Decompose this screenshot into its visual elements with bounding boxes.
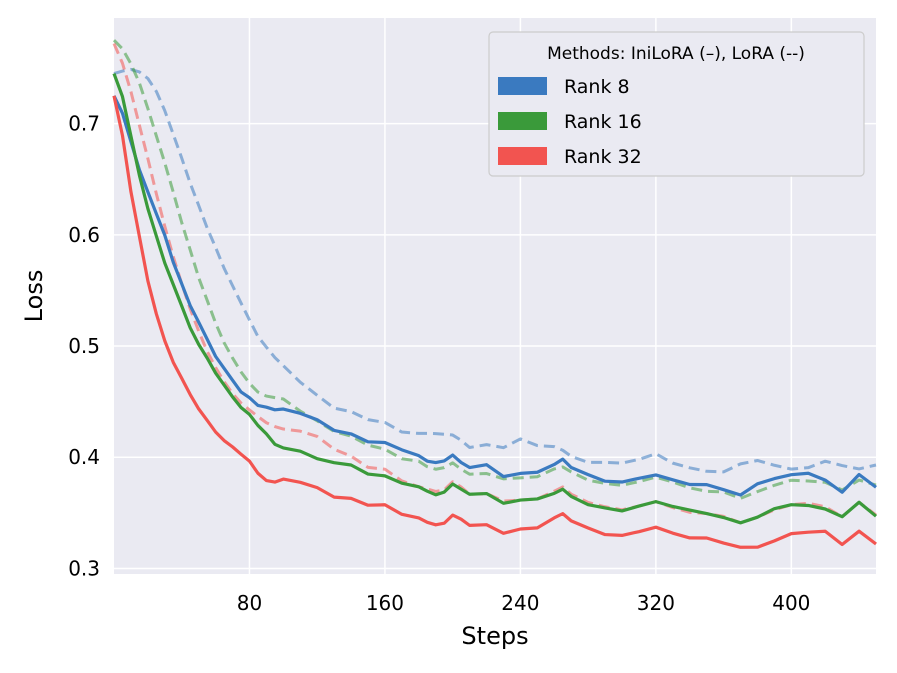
legend-swatch [498, 147, 547, 165]
legend-label: Rank 16 [564, 111, 642, 133]
x-tick-label: 320 [637, 591, 675, 615]
x-tick-label: 80 [237, 591, 262, 615]
legend-entry-rank-16: Rank 16 [498, 111, 642, 133]
series-line-inilora-rank-8 [112, 95, 877, 497]
legend-entry-rank-8: Rank 8 [498, 76, 630, 98]
legend-label: Rank 8 [564, 76, 630, 98]
y-tick-label: 0.4 [68, 445, 100, 469]
legend-title: Methods: IniLoRA (–), LoRA (--) [547, 44, 805, 64]
series-layer [112, 39, 878, 549]
y-ticks: 0.3 0.4 0.5 0.6 0.7 [68, 112, 100, 581]
legend-swatch [498, 112, 547, 130]
y-tick-label: 0.7 [68, 112, 100, 136]
series-line-lora-rank-8 [113, 67, 877, 474]
legend-label: Rank 32 [564, 146, 642, 168]
y-tick-label: 0.5 [68, 334, 100, 358]
series-line-lora-rank-16 [112, 39, 877, 500]
x-tick-label: 400 [772, 591, 810, 615]
series-line-lora-rank-32 [112, 42, 877, 525]
y-tick-label: 0.6 [68, 223, 100, 247]
x-tick-label: 240 [501, 591, 539, 615]
legend-swatch [498, 77, 547, 95]
x-axis-title: Steps [461, 622, 528, 650]
legend: Methods: IniLoRA (–), LoRA (--) Rank 8 R… [488, 31, 865, 177]
legend-entry-rank-32: Rank 32 [498, 146, 642, 168]
series-line-inilora-rank-32 [112, 95, 877, 549]
y-axis-title: Loss [20, 270, 48, 323]
x-ticks: 80 160 240 320 400 [237, 591, 811, 615]
legend-box [488, 31, 865, 177]
y-tick-label: 0.3 [68, 556, 100, 580]
x-tick-label: 160 [366, 591, 404, 615]
series-line-inilora-rank-16 [112, 73, 878, 525]
